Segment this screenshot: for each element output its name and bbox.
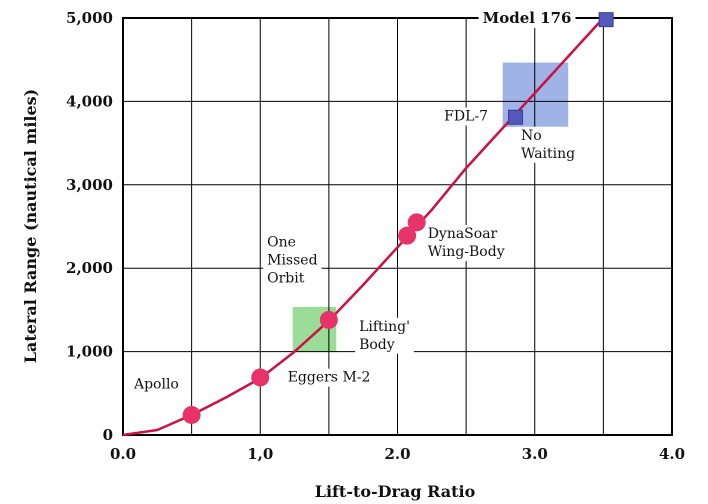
x-tick-label: 1,0 xyxy=(247,445,273,463)
point-lifting-body xyxy=(319,310,338,329)
annotation-line: Model 176 xyxy=(483,9,572,27)
annotation-line: Apollo xyxy=(133,376,179,392)
annotation-line: Orbit xyxy=(267,271,305,287)
y-tick-label: 0 xyxy=(103,426,113,444)
y-tick-label: 2,000 xyxy=(66,259,113,277)
point-model-176 xyxy=(598,12,614,28)
y-tick-label: 5,000 xyxy=(66,9,113,27)
annotation-background xyxy=(128,375,183,394)
y-tick-label: 4,000 xyxy=(66,92,113,110)
annotation-eggers: Eggers M-2 xyxy=(283,368,375,387)
annotation-background xyxy=(517,126,580,163)
point-apollo xyxy=(182,405,201,424)
annotation-background xyxy=(440,107,493,126)
annotation-line: Lifting' xyxy=(359,319,410,335)
annotation-dynasoar: DynaSoar Wing-Body xyxy=(423,225,509,262)
annotation-model176: Model 176 xyxy=(478,8,576,29)
annotation-line: Missed xyxy=(267,253,317,269)
annotation-line: Body xyxy=(359,337,395,353)
annotation-no-waiting: No Waiting xyxy=(517,126,580,163)
annotation-background xyxy=(478,8,576,29)
annotation-line: No xyxy=(521,128,542,144)
y-axis-title: Lateral Range (nautical miles) xyxy=(21,89,40,364)
annotation-one-missed: One Missed Orbit xyxy=(263,233,322,288)
annotation-fdl7: FDL-7 xyxy=(440,107,493,126)
annotation-background xyxy=(355,317,414,354)
annotation-line: One xyxy=(267,235,296,251)
annotation-line: Waiting xyxy=(521,146,575,162)
data-points xyxy=(182,12,614,424)
y-tick-label: 3,000 xyxy=(66,176,113,194)
plot-frame xyxy=(122,17,673,436)
annotation-line: DynaSoar xyxy=(428,226,498,242)
x-tick-label: 0.0 xyxy=(110,445,136,463)
annotation-line: Eggers M-2 xyxy=(288,370,371,386)
tick-labels: 0.0 1,0 2.0 3.0 4.0 0 1,000 2,000 3,000 4,000 5,00… xyxy=(66,9,685,463)
point-dynasoar-wing-body xyxy=(398,226,417,245)
annotation-apollo: Apollo xyxy=(128,375,183,394)
axes xyxy=(122,17,673,436)
trend-curve xyxy=(122,17,605,437)
grid xyxy=(123,18,672,435)
annotation-line: FDL-7 xyxy=(444,109,488,125)
highlight-regions xyxy=(292,62,569,353)
point-dynasoar-wing-body xyxy=(407,213,426,232)
annotations: Apollo Eggers M-2 Lifting' Body One Missed Orb… xyxy=(128,8,580,394)
point-fdl-7 xyxy=(508,109,524,125)
x-tick-label: 4.0 xyxy=(659,445,685,463)
annotation-line: Wing-Body xyxy=(428,244,505,260)
x-tick-label: 3.0 xyxy=(522,445,548,463)
point-eggers-m-2 xyxy=(251,368,270,387)
annotation-background xyxy=(423,225,509,262)
x-tick-label: 2.0 xyxy=(384,445,410,463)
annotation-background xyxy=(263,233,322,288)
x-axis-title: Lift-to-Drag Ratio xyxy=(315,482,476,501)
annotation-lifting: Lifting' Body xyxy=(355,317,414,354)
annotation-background xyxy=(283,368,375,387)
curve-layer xyxy=(122,17,605,437)
y-tick-label: 1,000 xyxy=(66,343,113,361)
